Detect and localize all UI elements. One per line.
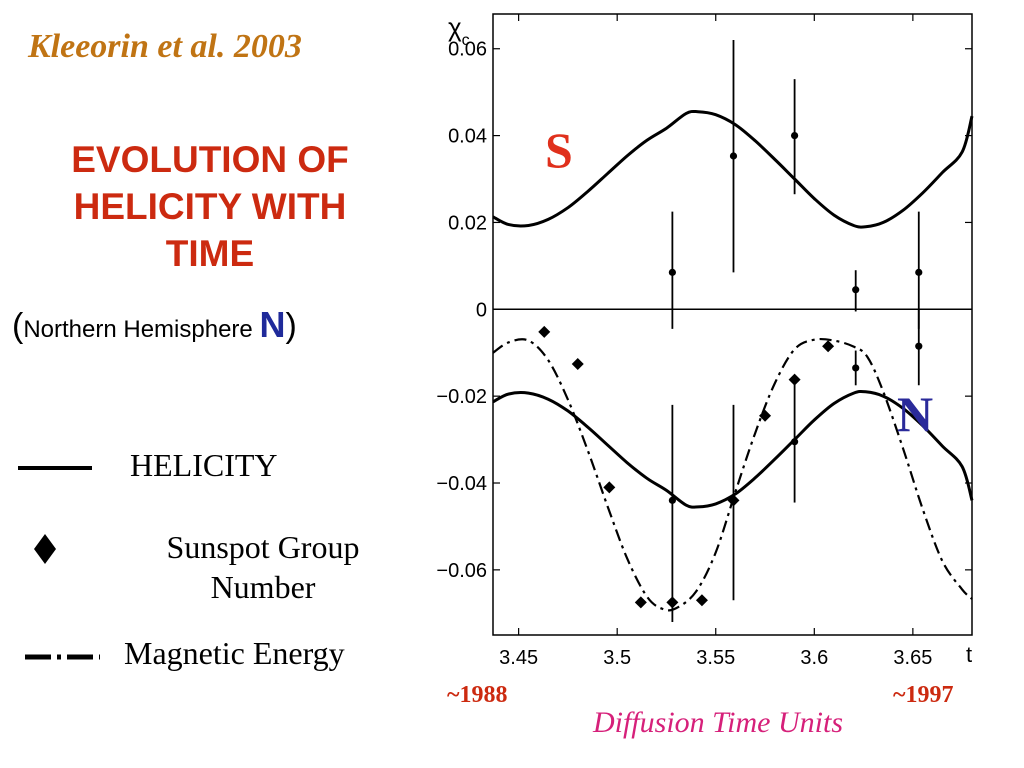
error-bar-point [729, 152, 738, 160]
sunspot-point [603, 481, 616, 494]
south-hemisphere-label: S [545, 122, 573, 178]
plot-area-border [492, 13, 973, 636]
subtitle-hemisphere-letter: N [259, 304, 286, 345]
x-axis-label: t [966, 642, 972, 667]
sunspot-point [634, 596, 647, 609]
legend-helicity-label: HELICITY [130, 447, 278, 483]
y-tick-label: −0.02 [436, 386, 487, 408]
sunspot-point [759, 409, 772, 422]
subtitle: (Northern Hemisphere N) [12, 304, 418, 346]
title-line-3: TIME [165, 233, 255, 274]
sunspot-point [822, 340, 835, 353]
title-line-2: HELICITY WITH [73, 186, 347, 227]
citation-text: Kleeorin et al. 2003 [28, 28, 302, 65]
x-tick-label: 3.55 [696, 647, 735, 669]
helicity-curve [492, 109, 974, 229]
end-year-label: ~1997 [893, 682, 953, 708]
sunspot-point [538, 325, 551, 338]
x-tick-label: 3.5 [603, 647, 631, 669]
subtitle-text: Northern Hemisphere [23, 316, 260, 343]
error-bar-point [852, 364, 860, 372]
error-bar-point [668, 496, 676, 504]
error-bar-point [915, 268, 923, 276]
chart-frame [492, 13, 973, 636]
y-tick-label: 0 [476, 299, 487, 321]
start-year-label: ~1988 [447, 682, 507, 708]
error-bar-point [668, 268, 676, 276]
legend-sunspot-line-1: Sunspot Group [166, 529, 360, 565]
y-tick-label: −0.04 [436, 473, 487, 495]
title-line-1: EVOLUTION OF [71, 139, 349, 180]
error-bar-point [852, 286, 860, 294]
error-bar-point [790, 131, 799, 140]
chart-series [492, 40, 974, 622]
y-tick-label: 0.02 [448, 212, 487, 234]
legend-sunspot-line-2: Number [210, 569, 316, 605]
diffusion-units-label: Diffusion Time Units [592, 706, 843, 739]
sunspot-point [571, 358, 584, 371]
error-bar-point [790, 438, 799, 446]
y-tick-label: −0.06 [436, 560, 487, 582]
subtitle-close-paren: ) [285, 307, 297, 345]
magnetic-energy-curve [492, 337, 973, 612]
x-tick-label: 3.65 [893, 647, 932, 669]
chart-ticks: −0.06 −0.04 −0.02 0 0.02 0.04 0.06 3.45 3.5 3.55 3… [436, 14, 972, 669]
subtitle-open-paren: ( [12, 307, 24, 345]
sunspot-point [788, 373, 801, 386]
error-bar-point [915, 342, 923, 350]
y-tick-label: 0.06 [448, 39, 487, 61]
sunspot-point [695, 594, 708, 607]
legend-magnetic-label: Magnetic Energy [124, 635, 345, 671]
north-hemisphere-label: N [897, 386, 933, 442]
x-tick-label: 3.45 [499, 647, 538, 669]
error-bar-point [729, 496, 738, 504]
y-axis-label-subscript: c [462, 32, 470, 49]
page-title: EVOLUTION OF HELICITY WITH TIME [10, 136, 410, 277]
legend-diamond-marker [34, 534, 56, 564]
y-tick-label: 0.04 [448, 126, 487, 148]
legend-sunspot-label: Sunspot Group Number [118, 527, 408, 607]
x-tick-label: 3.6 [800, 647, 828, 669]
